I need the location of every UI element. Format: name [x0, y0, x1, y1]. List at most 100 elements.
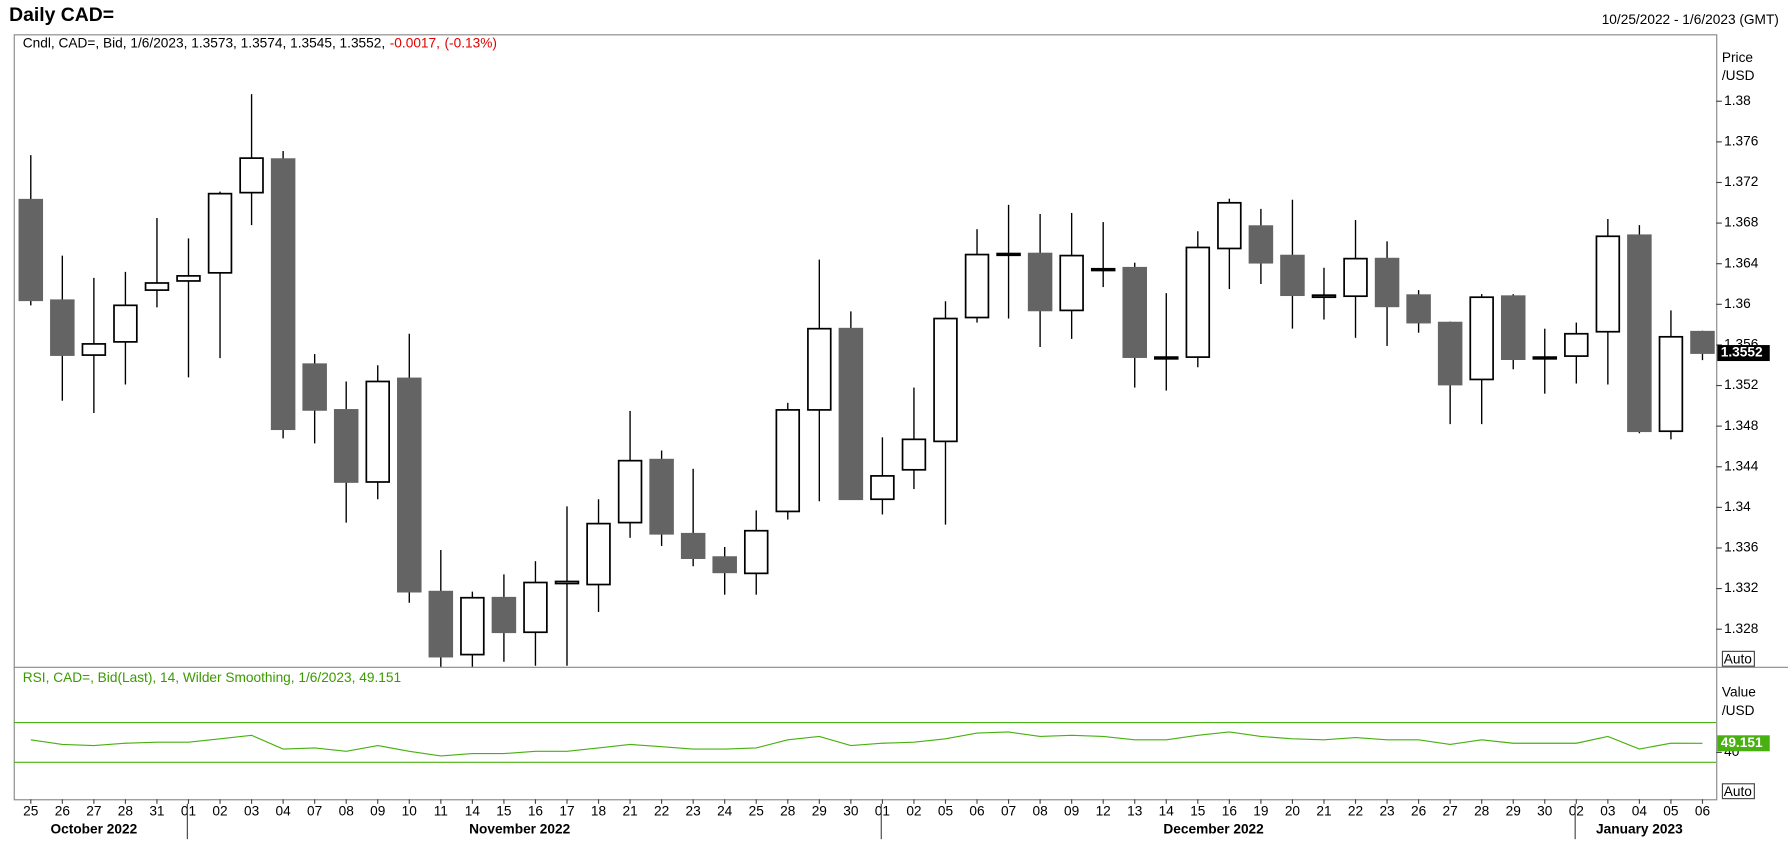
y-axis-label: /USD — [1722, 68, 1755, 83]
x-tick-label: 18 — [591, 803, 607, 818]
candle-body — [1564, 332, 1589, 357]
candle-body — [1658, 335, 1684, 433]
x-tick-label: 28 — [780, 803, 796, 818]
x-tick-label: 29 — [1506, 803, 1521, 818]
x-tick-label: 12 — [1096, 803, 1111, 818]
candle-body — [617, 459, 643, 524]
x-tick-label: 10 — [402, 803, 418, 818]
candle-body — [807, 327, 832, 411]
x-tick-label: 03 — [1600, 803, 1616, 818]
x-tick-label: 31 — [149, 803, 164, 818]
x-tick-label: 28 — [1474, 803, 1490, 818]
axes: 1.381.3761.3721.3681.3641.361.3561.3521.… — [23, 93, 1770, 840]
x-tick-label: 16 — [1222, 803, 1238, 818]
candle-body — [365, 380, 391, 483]
candle-body — [1374, 257, 1400, 308]
candle-body — [207, 192, 233, 274]
candle-body — [333, 409, 359, 483]
price-plot — [18, 94, 1715, 667]
last-price-label: 1.3552 — [1721, 345, 1763, 360]
auto-button[interactable]: Auto — [1721, 650, 1755, 667]
x-tick-label: 28 — [118, 803, 134, 818]
y-tick-label: 1.348 — [1724, 418, 1759, 433]
candle-body — [1690, 330, 1715, 354]
x-tick-label: 27 — [86, 803, 101, 818]
candle-body — [901, 438, 927, 471]
candle-body — [712, 556, 737, 574]
date-range: 10/25/2022 - 1/6/2023 (GMT) — [1602, 12, 1779, 27]
x-tick-label: 04 — [1632, 803, 1648, 818]
price-legend: Cndl, CAD=, Bid, 1/6/2023, 1.3573, 1.357… — [23, 35, 497, 50]
x-tick-label: 15 — [496, 803, 512, 818]
x-tick-label: 06 — [969, 803, 985, 818]
candle-body — [460, 596, 485, 656]
x-tick-label: 17 — [559, 803, 574, 818]
y-tick-label: 1.364 — [1724, 255, 1759, 270]
rsi-line — [30, 731, 1703, 757]
plot-frame — [13, 34, 1718, 801]
x-tick-label: 26 — [55, 803, 71, 818]
x-tick-label: 23 — [686, 803, 702, 818]
candle-body — [996, 252, 1021, 257]
y-axis-label: /USD — [1722, 703, 1755, 718]
y-tick-label: 1.38 — [1724, 93, 1751, 108]
x-tick-label: 02 — [212, 803, 227, 818]
month-label: November 2022 — [469, 822, 571, 837]
candle-body — [144, 282, 170, 291]
candle-body — [1154, 356, 1179, 360]
x-tick-label: 14 — [1159, 803, 1175, 818]
x-tick-label: 09 — [1064, 803, 1079, 818]
legend-change: -0.0017, — [390, 35, 440, 50]
x-tick-label: 03 — [244, 803, 260, 818]
button-label[interactable]: Auto — [1724, 652, 1753, 667]
candle-body — [870, 475, 895, 501]
candle-body — [1343, 257, 1368, 298]
x-tick-label: 24 — [717, 803, 733, 818]
x-tick-label: 13 — [1127, 803, 1143, 818]
x-tick-label: 30 — [1537, 803, 1553, 818]
candle-body — [1280, 254, 1305, 297]
x-tick-label: 22 — [1348, 803, 1363, 818]
x-tick-label: 21 — [1316, 803, 1331, 818]
x-tick-label: 04 — [276, 803, 292, 818]
x-tick-label: 02 — [906, 803, 921, 818]
candle-body — [1090, 267, 1116, 272]
x-tick-label: 22 — [654, 803, 669, 818]
x-tick-label: 06 — [1695, 803, 1711, 818]
x-tick-label: 01 — [875, 803, 890, 818]
y-tick-label: 1.344 — [1724, 458, 1759, 473]
month-label: October 2022 — [51, 822, 138, 837]
last-price-tag — [1717, 345, 1770, 362]
candle-body — [680, 532, 706, 559]
last-value-label: 49.151 — [1721, 735, 1763, 750]
button-frame[interactable] — [1721, 650, 1755, 667]
x-tick-label: 08 — [339, 803, 355, 818]
candle-body — [649, 458, 674, 535]
candle-body — [1217, 201, 1242, 250]
button-frame[interactable] — [1721, 783, 1755, 800]
y-tick-label: 1.332 — [1724, 580, 1758, 595]
x-tick-label: 27 — [1443, 803, 1458, 818]
candle-body — [933, 317, 958, 443]
candle-body — [1595, 235, 1621, 333]
x-tick-label: 25 — [749, 803, 765, 818]
x-tick-label: 09 — [370, 803, 385, 818]
auto-button[interactable]: Auto — [1721, 783, 1755, 800]
button-label[interactable]: Auto — [1724, 784, 1753, 799]
x-tick-label: 08 — [1032, 803, 1048, 818]
candle-body — [81, 343, 107, 356]
x-tick-label: 07 — [307, 803, 322, 818]
x-tick-label: 07 — [1001, 803, 1016, 818]
candle-body — [554, 580, 580, 585]
candle-body — [1185, 246, 1211, 358]
x-tick-label: 30 — [843, 803, 859, 818]
candle-body — [1532, 356, 1558, 360]
y-tick-label: 1.372 — [1724, 174, 1758, 189]
candle-body — [1027, 252, 1053, 312]
candle-body — [1248, 225, 1274, 264]
candle-body — [743, 529, 769, 575]
candle-body — [176, 275, 201, 282]
